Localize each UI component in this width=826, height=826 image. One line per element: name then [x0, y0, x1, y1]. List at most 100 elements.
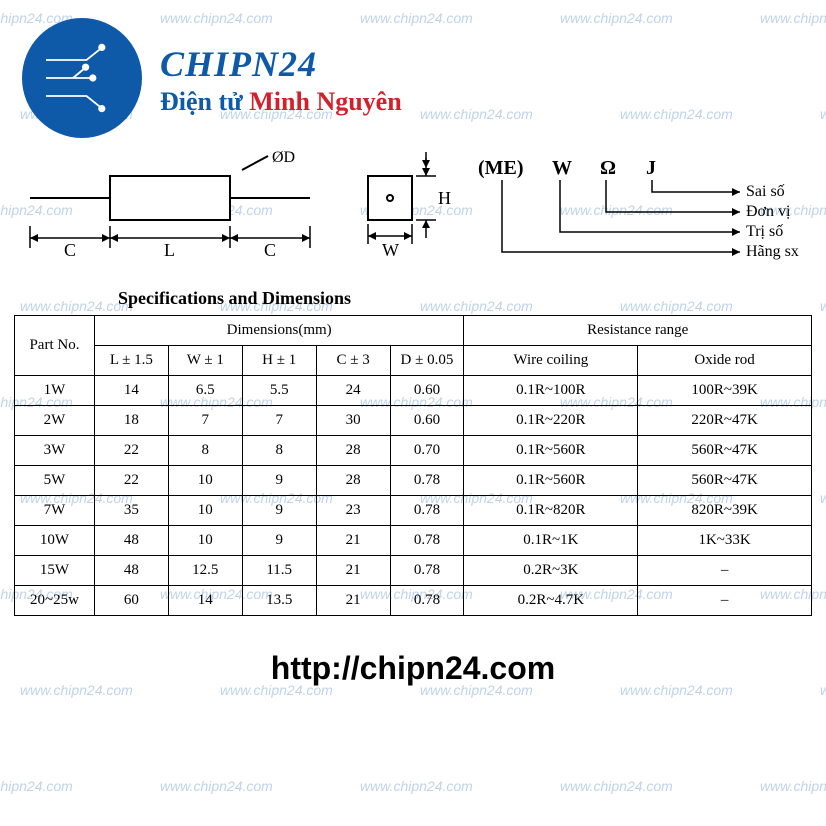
subtitle-highlight: Minh Nguyên: [249, 87, 401, 116]
col-dims: Dimensions(mm): [94, 316, 463, 346]
col-sub: C ± 3: [316, 346, 390, 376]
cell: 9: [242, 496, 316, 526]
cell: 7: [168, 406, 242, 436]
cell: 560R~47K: [638, 436, 812, 466]
callout-label-1: Đơn vị: [746, 203, 791, 220]
cell: 14: [168, 586, 242, 616]
cell: 0.78: [390, 466, 464, 496]
table-row: 20~25w601413.5210.780.2R~4.7K–: [15, 586, 812, 616]
cell: 0.78: [390, 586, 464, 616]
callout-label-3: Hãng sx: [746, 243, 799, 260]
cell: 22: [94, 436, 168, 466]
cell: 0.60: [390, 376, 464, 406]
cell: 560R~47K: [638, 466, 812, 496]
brand-subtitle: Điện tử Minh Nguyên: [160, 87, 402, 117]
label-W: W: [382, 240, 399, 260]
callout-label-0: Sai số: [746, 183, 785, 200]
col-sub: L ± 1.5: [94, 346, 168, 376]
cell: 0.1R~820R: [464, 496, 638, 526]
col-sub: Oxide rod: [638, 346, 812, 376]
cell: 10: [168, 496, 242, 526]
label-L: L: [164, 240, 175, 260]
label-C2: C: [264, 240, 276, 260]
marking-callout: (ME) W Ω J Sai số Đơn vị Trị: [470, 148, 816, 278]
cell: 2W: [15, 406, 95, 436]
cell: 10: [168, 526, 242, 556]
cell: 9: [242, 526, 316, 556]
col-sub: H ± 1: [242, 346, 316, 376]
cell: –: [638, 556, 812, 586]
col-partno: Part No.: [15, 316, 95, 376]
cell: 9: [242, 466, 316, 496]
cell: 7W: [15, 496, 95, 526]
subtitle-prefix: Điện tử: [160, 87, 249, 116]
cell: 0.70: [390, 436, 464, 466]
cell: 0.1R~220R: [464, 406, 638, 436]
cell: –: [638, 586, 812, 616]
cell: 11.5: [242, 556, 316, 586]
cell: 30: [316, 406, 390, 436]
cell: 8: [168, 436, 242, 466]
cell: 220R~47K: [638, 406, 812, 436]
callout-j: J: [646, 157, 656, 179]
cell: 18: [94, 406, 168, 436]
label-H: H: [438, 188, 451, 208]
callout-me: (ME): [478, 157, 524, 179]
logo: [22, 18, 142, 138]
col-sub: W ± 1: [168, 346, 242, 376]
header: CHIPN24 Điện tử Minh Nguyên: [0, 0, 826, 148]
label-D: ØD: [272, 149, 295, 166]
cell: 15W: [15, 556, 95, 586]
cell: 13.5: [242, 586, 316, 616]
table-row: 5W22109280.780.1R~560R560R~47K: [15, 466, 812, 496]
cell: 100R~39K: [638, 376, 812, 406]
cell: 0.1R~560R: [464, 436, 638, 466]
header-text: CHIPN24 Điện tử Minh Nguyên: [160, 43, 402, 117]
cell: 35: [94, 496, 168, 526]
col-sub: Wire coiling: [464, 346, 638, 376]
cell: 0.78: [390, 526, 464, 556]
spec-table: Part No. Dimensions(mm) Resistance range…: [14, 315, 812, 616]
footer-url: http://chipn24.com: [0, 650, 826, 687]
cell: 21: [316, 556, 390, 586]
cell: 820R~39K: [638, 496, 812, 526]
cell: 21: [316, 526, 390, 556]
cell: 14: [94, 376, 168, 406]
cell: 0.60: [390, 406, 464, 436]
cell: 12.5: [168, 556, 242, 586]
cell: 8: [242, 436, 316, 466]
cell: 24: [316, 376, 390, 406]
cell: 48: [94, 526, 168, 556]
table-row: 2W1877300.600.1R~220R220R~47K: [15, 406, 812, 436]
table-row: 10W48109210.780.1R~1K1K~33K: [15, 526, 812, 556]
cell: 5W: [15, 466, 95, 496]
cell: 1W: [15, 376, 95, 406]
cell: 5.5: [242, 376, 316, 406]
cell: 1K~33K: [638, 526, 812, 556]
cell: 28: [316, 436, 390, 466]
cell: 6.5: [168, 376, 242, 406]
cell: 0.1R~1K: [464, 526, 638, 556]
col-sub: D ± 0.05: [390, 346, 464, 376]
table-row: 1W146.55.5240.600.1R~100R100R~39K: [15, 376, 812, 406]
cell: 7: [242, 406, 316, 436]
cell: 10: [168, 466, 242, 496]
table-row: 15W4812.511.5210.780.2R~3K–: [15, 556, 812, 586]
callout-label-2: Trị số: [746, 223, 783, 240]
component-front-diagram: H W: [330, 148, 470, 278]
cell: 0.78: [390, 496, 464, 526]
cell: 22: [94, 466, 168, 496]
callout-ohm: Ω: [600, 157, 616, 179]
cell: 23: [316, 496, 390, 526]
label-C1: C: [64, 240, 76, 260]
component-side-diagram: ØD C L C: [10, 148, 330, 278]
table-row: 7W35109230.780.1R~820R820R~39K: [15, 496, 812, 526]
cell: 3W: [15, 436, 95, 466]
cell: 21: [316, 586, 390, 616]
cell: 48: [94, 556, 168, 586]
cell: 60: [94, 586, 168, 616]
cell: 0.1R~100R: [464, 376, 638, 406]
callout-w: W: [552, 157, 572, 179]
col-range: Resistance range: [464, 316, 812, 346]
table-row: 3W2288280.700.1R~560R560R~47K: [15, 436, 812, 466]
